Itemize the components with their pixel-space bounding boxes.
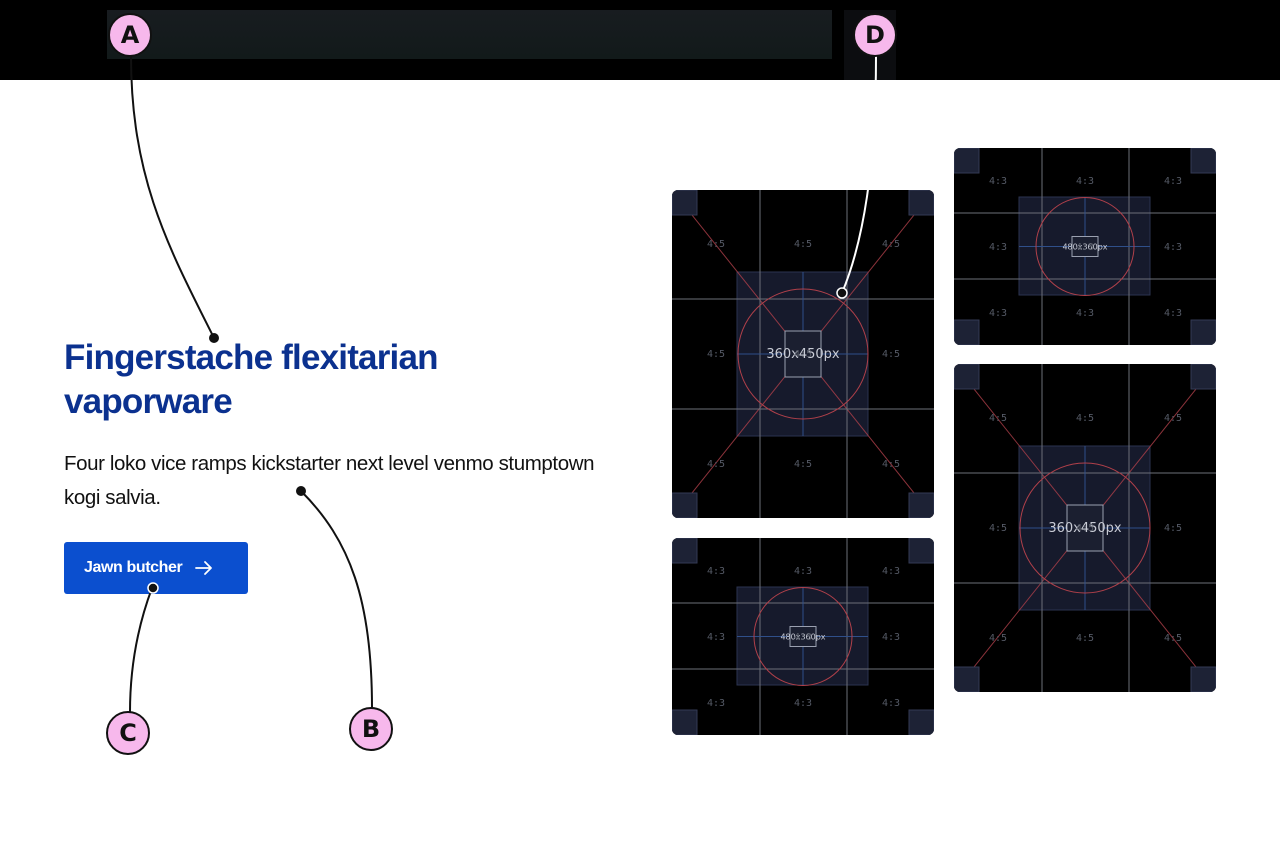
aspect-ratio-label: 4:3 [882, 698, 900, 709]
aspect-ratio-label: 4:5 [882, 239, 900, 250]
center-box [1071, 236, 1099, 257]
placeholder-image-portrait-left: 360x450px 4:5 4:5 4:5 4:5 4:5 4:5 4:5 4:5 4:5 [672, 190, 934, 518]
corner-square [954, 148, 980, 174]
center-box [1066, 504, 1104, 552]
aspect-ratio-label: 4:5 [1164, 633, 1182, 644]
aspect-ratio-label: 4:5 [989, 523, 1007, 534]
corner-square [908, 709, 934, 735]
corner-square [908, 190, 934, 216]
aspect-ratio-label: 4:3 [989, 176, 1007, 187]
aspect-ratio-label: 4:5 [707, 459, 725, 470]
corner-square [954, 319, 980, 345]
placeholder-size-label: 360x450px [1048, 521, 1122, 536]
connector-a [130, 55, 215, 339]
top-bar [0, 0, 1280, 80]
corner-square [672, 190, 698, 216]
aspect-ratio-label: 4:5 [1076, 413, 1094, 424]
corner-square [908, 538, 934, 564]
aspect-ratio-label: 4:5 [1164, 523, 1182, 534]
guide-circle [737, 288, 869, 420]
guide-circle [1035, 197, 1135, 296]
arrow-right-icon [195, 561, 213, 575]
aspect-ratio-label: 4:5 [707, 239, 725, 250]
placeholder-size-label: 360x450px [766, 347, 840, 362]
aspect-ratio-label: 4:3 [707, 566, 725, 577]
corner-square [908, 492, 934, 518]
aspect-ratio-label: 4:5 [1076, 633, 1094, 644]
corner-square [672, 709, 698, 735]
corner-square [1190, 666, 1216, 692]
aspect-ratio-label: 4:3 [1076, 176, 1094, 187]
center-box [789, 626, 817, 647]
top-bar-field [107, 10, 832, 59]
aspect-ratio-label: 4:5 [989, 633, 1007, 644]
aspect-ratio-label: 4:5 [882, 349, 900, 360]
aspect-ratio-label: 4:3 [1076, 308, 1094, 319]
annotation-badge-c: C [106, 711, 150, 755]
annotation-badge-d: D [853, 13, 897, 57]
placeholder-image-portrait-right: 360x450px 4:5 4:5 4:5 4:5 4:5 4:5 4:5 4:5 4:5 [954, 364, 1216, 692]
aspect-ratio-label: 4:3 [794, 566, 812, 577]
corner-square [1190, 319, 1216, 345]
aspect-ratio-label: 4:5 [794, 349, 812, 360]
corner-square [672, 492, 698, 518]
corner-square [954, 364, 980, 390]
aspect-ratio-label: 4:3 [707, 698, 725, 709]
aspect-ratio-label: 4:3 [882, 632, 900, 643]
annotation-badge-a: A [108, 13, 152, 57]
aspect-ratio-label: 4:5 [794, 239, 812, 250]
aspect-ratio-label: 4:3 [794, 632, 812, 643]
aspect-ratio-label: 4:5 [1164, 413, 1182, 424]
corner-square [954, 666, 980, 692]
guide-circle [1019, 462, 1151, 594]
aspect-ratio-label: 4:3 [989, 308, 1007, 319]
aspect-ratio-label: 4:5 [989, 413, 1007, 424]
aspect-ratio-label: 4:5 [707, 349, 725, 360]
aspect-ratio-label: 4:5 [794, 459, 812, 470]
aspect-ratio-label: 4:3 [1164, 176, 1182, 187]
placeholder-image-landscape-bottom-left: 480x360px 4:3 4:3 4:3 4:3 4:3 4:3 4:3 4:3 4:3 [672, 538, 934, 735]
aspect-ratio-label: 4:5 [1076, 523, 1094, 534]
aspect-ratio-label: 4:3 [707, 632, 725, 643]
jawn-butcher-button[interactable]: Jawn butcher [64, 542, 248, 594]
aspect-ratio-label: 4:3 [882, 566, 900, 577]
connector-b [300, 490, 373, 709]
aspect-ratio-label: 4:3 [1076, 242, 1094, 253]
cta-label: Jawn butcher [84, 559, 183, 576]
corner-square [1190, 148, 1216, 174]
aspect-ratio-label: 4:3 [1164, 308, 1182, 319]
guide-circle [753, 587, 853, 686]
placeholder-image-landscape-top-right: 480x360px 4:3 4:3 4:3 4:3 4:3 4:3 4:3 4:3 4:3 [954, 148, 1216, 345]
hero-title: Fingerstache flexitarian vaporware [64, 338, 439, 421]
placeholder-size-label: 480x360px [780, 633, 825, 642]
placeholder-size-label: 480x360px [1062, 243, 1107, 252]
center-box [784, 330, 822, 378]
aspect-ratio-label: 4:5 [882, 459, 900, 470]
aspect-ratio-label: 4:3 [1164, 242, 1182, 253]
aspect-ratio-label: 4:3 [794, 698, 812, 709]
hero-description: Four loko vice ramps kickstarter next le… [64, 452, 595, 509]
connector-c [129, 587, 153, 713]
annotation-badge-b: B [349, 707, 393, 751]
aspect-ratio-label: 4:3 [989, 242, 1007, 253]
corner-square [672, 538, 698, 564]
corner-square [1190, 364, 1216, 390]
